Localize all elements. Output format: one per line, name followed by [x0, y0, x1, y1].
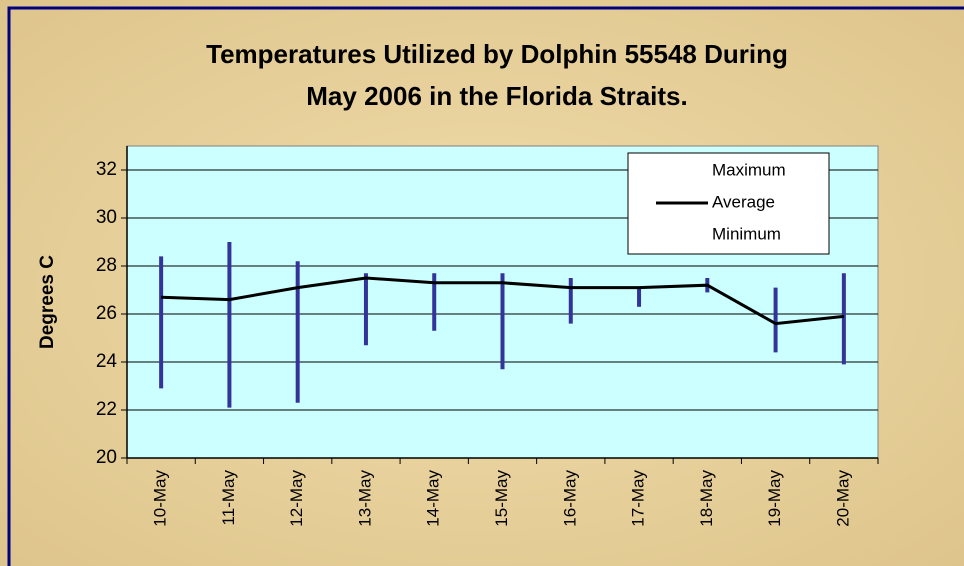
y-tick-label: 26: [96, 303, 117, 324]
y-tick-label: 20: [96, 447, 117, 468]
x-tick-label: 11-May: [219, 470, 238, 526]
chart-title: Temperatures Utilized by Dolphin 55548 D…: [206, 39, 788, 69]
y-tick-label: 28: [96, 255, 117, 276]
y-tick-label: 30: [96, 207, 117, 228]
x-tick-label: 14-May: [424, 470, 443, 527]
chart-title: May 2006 in the Florida Straits.: [306, 81, 687, 111]
average-line: [161, 276, 845, 326]
x-tick-label: 12-May: [287, 470, 306, 527]
x-tick-label: 17-May: [629, 470, 648, 527]
frame: [7, 6, 964, 566]
x-tick-label: 16-May: [560, 470, 579, 527]
x-tick-label: 20-May: [833, 470, 852, 527]
y-tick-label: 22: [96, 399, 117, 420]
x-tick-label: 15-May: [492, 470, 511, 527]
x-tick-label: 13-May: [355, 470, 374, 527]
x-tick-label: 10-May: [151, 470, 170, 527]
x-tick-label: 18-May: [697, 470, 716, 527]
y-axis-label: Degrees C: [37, 255, 58, 349]
y-tick-label: 24: [96, 351, 118, 372]
legend-label: Minimum: [712, 224, 781, 243]
legend-label: Maximum: [712, 160, 786, 179]
legend-label: Average: [712, 192, 775, 211]
y-tick-label: 32: [96, 159, 117, 180]
x-tick-label: 19-May: [765, 470, 784, 527]
